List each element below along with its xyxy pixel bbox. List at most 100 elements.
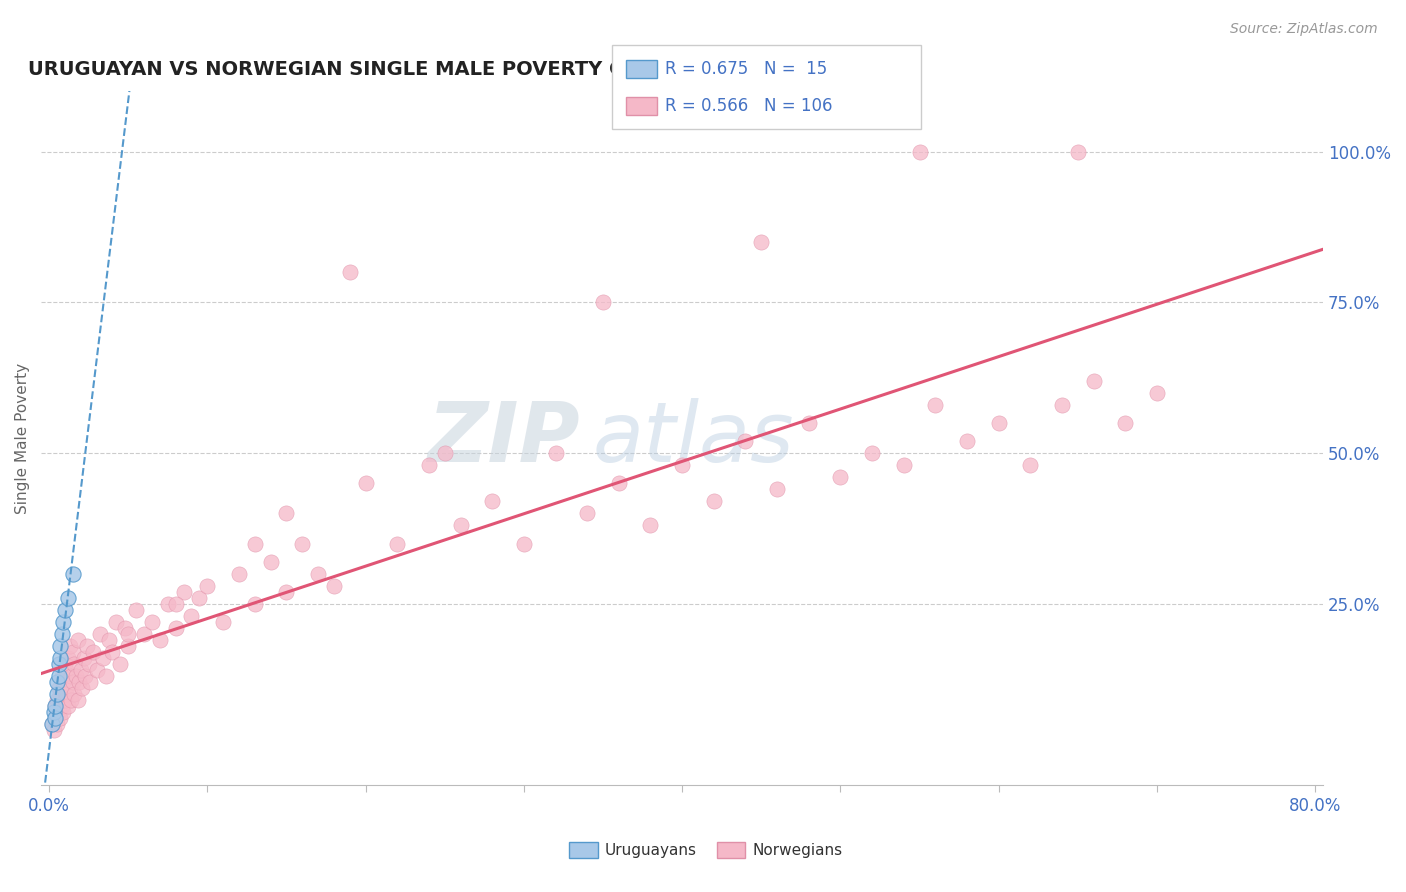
Point: [52, 615, 75, 629]
Text: atlas: atlas: [592, 398, 794, 478]
Point: [149, 633, 172, 648]
Point: [450, 518, 472, 533]
Point: [44, 699, 66, 714]
Point: [66, 693, 89, 707]
Point: [101, 645, 124, 659]
Text: Source: ZipAtlas.com: Source: ZipAtlas.com: [1230, 22, 1378, 37]
Point: [195, 579, 218, 593]
Point: [48, 681, 70, 696]
Point: [1050, 398, 1073, 412]
Point: [749, 235, 772, 249]
Point: [86, 663, 108, 677]
Point: [513, 536, 536, 550]
Point: [42, 706, 65, 720]
Point: [89, 627, 111, 641]
Point: [62, 566, 84, 581]
Point: [56, 591, 79, 605]
Point: [433, 446, 456, 460]
Point: [212, 615, 235, 629]
Point: [66, 633, 89, 648]
Point: [55, 687, 77, 701]
Point: [387, 536, 409, 550]
Point: [860, 446, 883, 460]
Point: [766, 483, 789, 497]
Point: [1083, 374, 1105, 388]
Point: [228, 566, 250, 581]
Point: [62, 675, 84, 690]
Point: [104, 615, 127, 629]
Point: [259, 555, 281, 569]
Point: [51, 627, 73, 641]
Point: [77, 657, 100, 672]
Point: [165, 621, 187, 635]
Text: R = 0.675   N =  15: R = 0.675 N = 15: [665, 60, 827, 78]
Point: [114, 621, 136, 635]
Point: [956, 434, 979, 448]
Point: [156, 597, 179, 611]
Point: [141, 615, 163, 629]
Point: [797, 416, 820, 430]
Point: [45, 687, 67, 701]
Point: [45, 675, 67, 690]
Point: [98, 633, 121, 648]
Point: [354, 476, 377, 491]
Point: [243, 536, 266, 550]
Point: [671, 458, 693, 472]
Point: [339, 265, 361, 279]
Text: ZIP: ZIP: [427, 398, 579, 478]
Point: [607, 476, 630, 491]
Point: [44, 699, 66, 714]
Point: [52, 675, 75, 690]
Point: [49, 639, 72, 653]
Point: [276, 584, 298, 599]
Point: [180, 608, 202, 623]
Point: [42, 723, 65, 738]
Point: [69, 663, 91, 677]
Point: [62, 645, 84, 659]
Point: [91, 651, 114, 665]
Point: [117, 627, 139, 641]
Point: [132, 627, 155, 641]
Point: [307, 566, 329, 581]
Point: [94, 669, 117, 683]
Text: URUGUAYAN VS NORWEGIAN SINGLE MALE POVERTY CORRELATION CHART: URUGUAYAN VS NORWEGIAN SINGLE MALE POVER…: [28, 60, 844, 78]
Point: [45, 717, 67, 731]
Point: [51, 699, 73, 714]
Point: [56, 651, 79, 665]
Point: [49, 651, 72, 665]
Point: [60, 669, 83, 683]
Point: [53, 657, 76, 672]
Point: [125, 603, 148, 617]
Point: [56, 699, 79, 714]
Point: [48, 669, 70, 683]
Text: Norwegians: Norwegians: [752, 843, 842, 857]
Point: [79, 675, 101, 690]
Point: [53, 693, 76, 707]
Point: [1019, 458, 1042, 472]
Point: [110, 657, 132, 672]
Point: [908, 145, 931, 159]
Point: [72, 681, 94, 696]
Point: [63, 687, 86, 701]
Point: [544, 446, 567, 460]
Point: [165, 597, 187, 611]
Point: [53, 603, 76, 617]
Point: [41, 717, 63, 731]
Point: [1146, 385, 1168, 400]
Point: [76, 639, 98, 653]
Point: [67, 675, 90, 690]
Point: [49, 687, 72, 701]
Point: [60, 693, 83, 707]
Point: [59, 639, 82, 653]
Text: Uruguayans: Uruguayans: [605, 843, 696, 857]
Point: [291, 536, 314, 550]
Point: [48, 657, 70, 672]
Point: [49, 711, 72, 725]
Y-axis label: Single Male Poverty: Single Male Poverty: [15, 362, 30, 514]
Point: [55, 663, 77, 677]
Point: [59, 681, 82, 696]
Point: [276, 507, 298, 521]
Point: [117, 639, 139, 653]
Point: [592, 295, 614, 310]
Point: [44, 711, 66, 725]
